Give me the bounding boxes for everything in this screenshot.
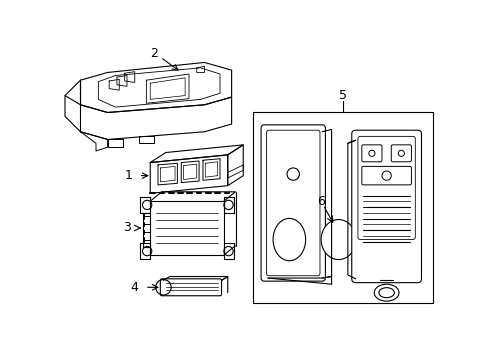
Text: 2: 2: [150, 48, 158, 60]
FancyBboxPatch shape: [357, 136, 414, 239]
FancyBboxPatch shape: [351, 130, 421, 283]
Text: 1: 1: [124, 169, 132, 182]
Ellipse shape: [272, 219, 305, 261]
Text: 6: 6: [317, 194, 325, 208]
Ellipse shape: [321, 220, 355, 260]
Ellipse shape: [378, 288, 393, 298]
FancyBboxPatch shape: [361, 166, 410, 185]
FancyBboxPatch shape: [261, 125, 325, 281]
FancyBboxPatch shape: [390, 145, 410, 162]
Text: 5: 5: [339, 89, 346, 102]
FancyBboxPatch shape: [160, 279, 221, 296]
FancyBboxPatch shape: [361, 145, 381, 162]
FancyBboxPatch shape: [266, 130, 319, 276]
Ellipse shape: [373, 284, 398, 301]
Text: 3: 3: [123, 221, 131, 234]
Text: 4: 4: [130, 281, 138, 294]
Bar: [253, 112, 432, 303]
